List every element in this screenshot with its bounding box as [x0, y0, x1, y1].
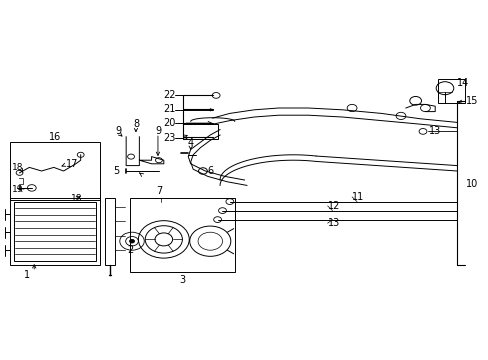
Text: 15: 15 — [465, 96, 477, 106]
Text: 2: 2 — [127, 245, 133, 255]
Text: 9: 9 — [155, 126, 161, 136]
Text: 17: 17 — [66, 159, 78, 169]
Text: 9: 9 — [116, 126, 122, 136]
Text: 4: 4 — [187, 138, 193, 148]
Text: 13: 13 — [327, 218, 339, 228]
Text: 22: 22 — [163, 90, 175, 100]
Text: 13: 13 — [428, 126, 441, 136]
Bar — [14, 202, 96, 261]
Bar — [183, 124, 217, 139]
Text: 7: 7 — [156, 186, 162, 196]
Text: 8: 8 — [133, 119, 139, 129]
Text: 3: 3 — [179, 275, 185, 285]
Text: 5: 5 — [113, 166, 120, 176]
Text: 11: 11 — [351, 192, 364, 202]
Text: 14: 14 — [456, 78, 468, 88]
Text: 12: 12 — [327, 201, 339, 211]
Bar — [129, 198, 234, 272]
Text: 21: 21 — [163, 104, 175, 114]
Bar — [437, 79, 464, 103]
Text: 18: 18 — [12, 163, 24, 172]
Text: 1: 1 — [24, 270, 30, 280]
Text: 16: 16 — [49, 132, 61, 142]
Text: 23: 23 — [163, 132, 175, 143]
Text: 18: 18 — [71, 194, 82, 203]
Text: 20: 20 — [163, 118, 175, 128]
Text: 10: 10 — [465, 179, 477, 189]
Bar — [10, 142, 100, 200]
Bar — [105, 198, 115, 265]
Text: 19: 19 — [12, 185, 24, 194]
Bar — [10, 198, 100, 265]
Text: 6: 6 — [207, 166, 214, 176]
Circle shape — [129, 239, 134, 243]
